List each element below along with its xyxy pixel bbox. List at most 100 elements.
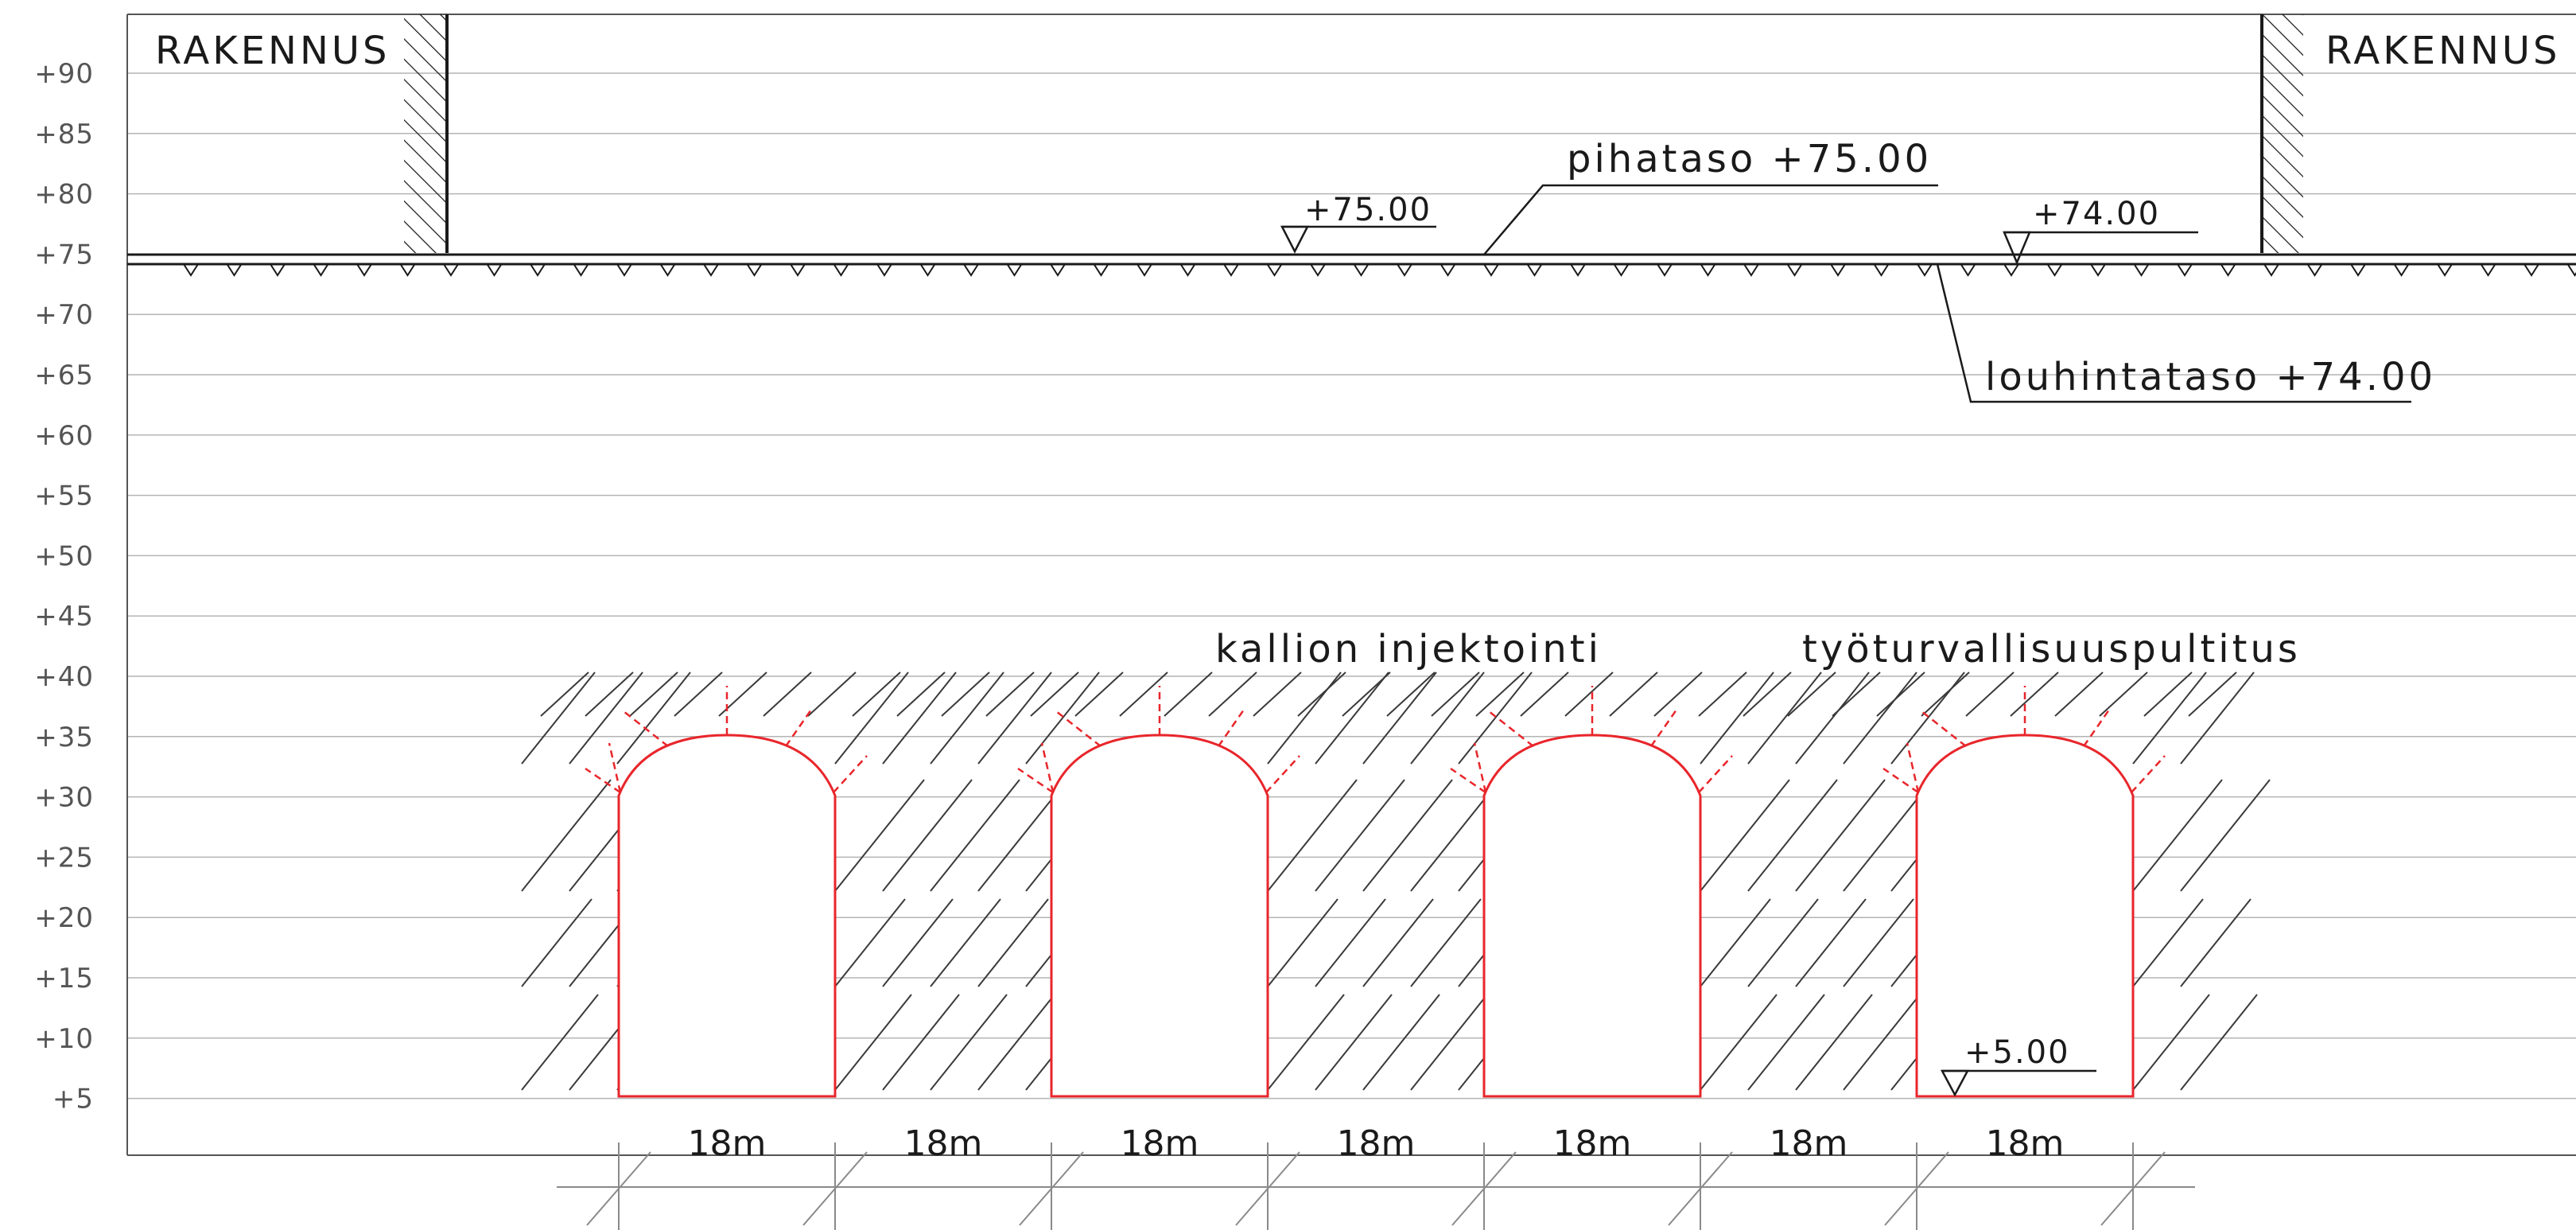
hatch-line xyxy=(1843,671,1917,765)
rock-tick xyxy=(2480,263,2496,277)
rock-tick xyxy=(486,263,503,277)
rock-tick xyxy=(1353,263,1370,277)
level-label: +20 xyxy=(34,902,94,934)
hatch-line xyxy=(1253,671,1302,717)
yard-level-label: pihataso +75.00 xyxy=(1567,137,1932,181)
hatch-line xyxy=(1315,898,1386,987)
hatch-line xyxy=(2132,898,2204,987)
hatch-line xyxy=(1795,671,1870,765)
hatch-line xyxy=(1297,671,1346,717)
rock-tick xyxy=(616,263,632,277)
hatch-line xyxy=(1700,994,1778,1091)
rock-tick xyxy=(1397,263,1412,277)
hatch-line xyxy=(977,994,1055,1091)
rock-tick xyxy=(1223,263,1239,277)
hatch-line xyxy=(1700,671,1774,765)
hatch-line xyxy=(1876,671,1925,717)
rock-tick xyxy=(2220,263,2236,277)
building-right: RAKENNUS xyxy=(2260,14,2560,253)
hatch-line xyxy=(1609,671,1658,717)
rock-bolt xyxy=(784,709,813,747)
elevation-mark-left xyxy=(1280,225,1436,254)
hatch-line xyxy=(1700,898,1771,987)
rock-tick xyxy=(1743,263,1759,277)
level-labels: +90 +85 +80 +75 +70 +65 +60 +55 +50 +45 +40 +35 +30 +… xyxy=(34,58,94,1115)
rock-tick xyxy=(919,263,936,277)
tunnel-3 xyxy=(1482,734,1702,1098)
hatch-line xyxy=(882,898,954,987)
rock-tick xyxy=(1093,263,1109,277)
hatch-line xyxy=(2188,671,2237,717)
hatch-line xyxy=(1520,671,1569,717)
hatch-line xyxy=(521,779,612,892)
hatch-line xyxy=(1410,671,1485,765)
rock-tick xyxy=(573,263,589,277)
rock-tick xyxy=(2003,263,2019,277)
dimension-label: 18m xyxy=(1121,1123,1199,1164)
tunnels xyxy=(585,686,2166,1098)
dimension-labels: 18m 18m 18m 18m 18m 18m 18m xyxy=(688,1123,2065,1164)
dimension-label: 18m xyxy=(904,1123,983,1164)
rock-tick xyxy=(2046,263,2063,277)
hatch-line xyxy=(1747,671,1822,765)
elevation-mark-floor xyxy=(1940,1069,2096,1097)
hatch-line xyxy=(882,779,973,892)
level-label: +25 xyxy=(34,842,94,874)
tunnel-4 xyxy=(1915,734,2135,1098)
rock-bolt xyxy=(2082,709,2111,747)
hatch-line xyxy=(1747,994,1825,1091)
dimension-label: 18m xyxy=(688,1123,767,1164)
hatch-line xyxy=(1795,779,1886,892)
hatch-line xyxy=(1410,994,1488,1091)
hatch-line xyxy=(1747,898,1819,987)
hatch-line xyxy=(1362,779,1453,892)
hatch-line xyxy=(882,671,957,765)
dimension-slash xyxy=(1668,1151,1733,1226)
rock-tick xyxy=(833,263,849,277)
dimension-label: 18m xyxy=(1986,1123,2065,1164)
rock-tick xyxy=(1006,263,1023,277)
hatch-line xyxy=(2180,671,2255,765)
hatch-line xyxy=(1795,994,1873,1091)
rock-bolt xyxy=(608,742,622,793)
yard-level-callout: pihataso +75.00 xyxy=(1483,137,1938,255)
hatch-line xyxy=(1965,671,2015,717)
hatch-line xyxy=(977,671,1052,765)
dimension-slash xyxy=(1451,1151,1517,1226)
rock-bolt xyxy=(1698,755,1733,793)
hatch-line xyxy=(834,779,925,892)
building-left: RAKENNUS xyxy=(155,14,449,253)
rock-tick xyxy=(790,263,806,277)
level-label: +5 xyxy=(52,1084,94,1115)
elevation-mark-right-label: +74.00 xyxy=(2033,196,2160,232)
rock-tick xyxy=(399,263,416,277)
hatch-line xyxy=(2132,779,2223,892)
rock-tick xyxy=(2263,263,2279,277)
rock-tick xyxy=(1830,263,1846,277)
hatch-line xyxy=(1700,779,1790,892)
rock-tick xyxy=(1786,263,1803,277)
level-label: +10 xyxy=(34,1023,94,1055)
building-right-label: RAKENNUS xyxy=(2325,29,2560,73)
hatch-line xyxy=(1747,779,1838,892)
excavation-level-label: louhintataso +74.00 xyxy=(1985,355,2436,399)
rock-tick xyxy=(530,263,546,277)
level-label: +35 xyxy=(34,722,94,753)
level-label: +40 xyxy=(34,661,94,693)
level-label: +30 xyxy=(34,782,94,814)
rock-bolt xyxy=(1649,709,1678,747)
hatch-line xyxy=(1843,994,1921,1091)
hatch-line xyxy=(1030,671,1079,717)
level-label: +75 xyxy=(34,239,94,271)
grouting-annotation: kallion injektointi xyxy=(1215,627,1602,671)
rock-tick xyxy=(1050,263,1066,277)
rock-tick xyxy=(2524,263,2539,277)
level-label: +60 xyxy=(34,420,94,452)
hatch-line xyxy=(616,671,691,765)
hatch-line xyxy=(1119,671,1168,717)
rock-hatching xyxy=(521,671,2271,1091)
hatch-line xyxy=(1475,671,1525,717)
hatch-line xyxy=(1315,671,1389,765)
hatch-line xyxy=(2132,994,2210,1091)
